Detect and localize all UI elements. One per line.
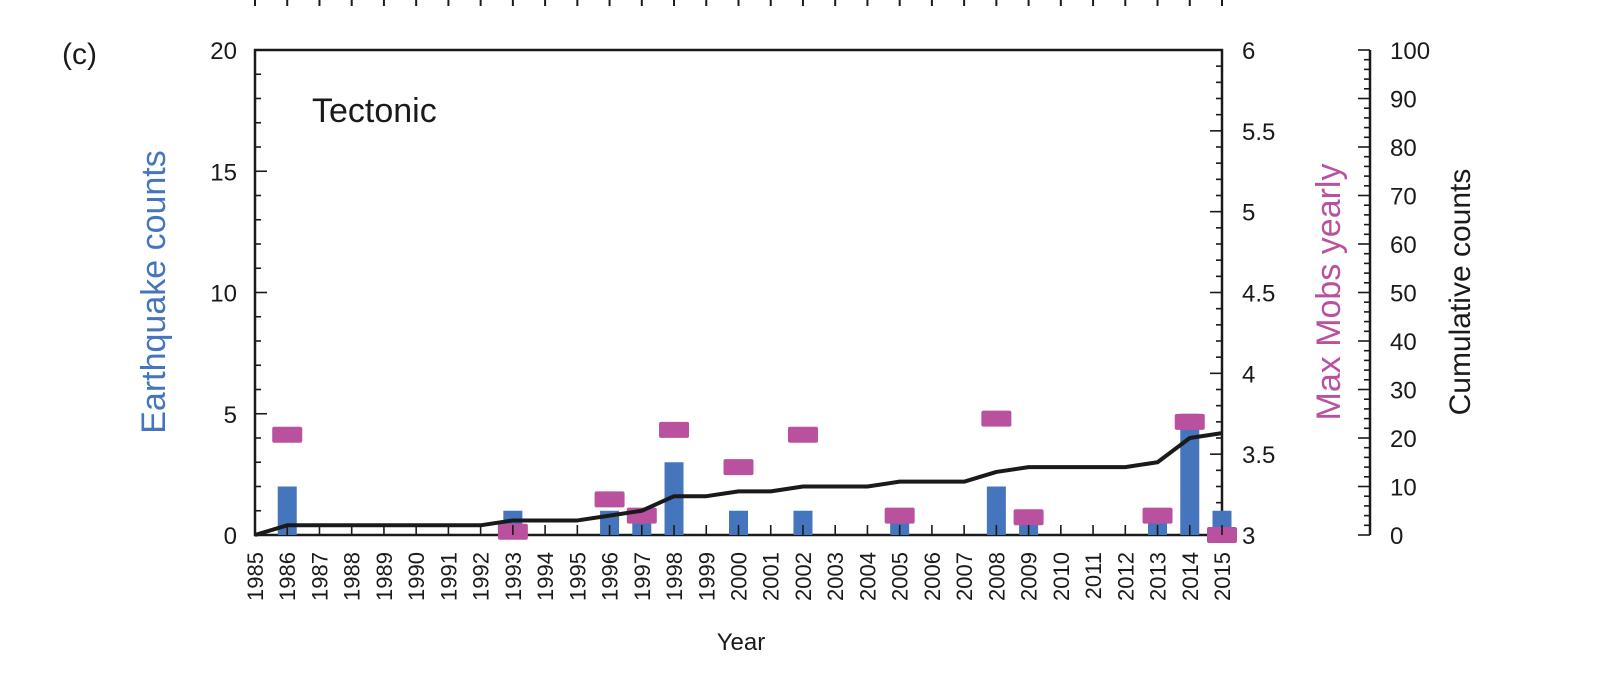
x-tick-label: 1988: [340, 552, 365, 601]
x-tick-label: 2005: [888, 552, 913, 601]
y-right-tick-label: 10: [1390, 475, 1417, 502]
earthquake-count-bar: [729, 510, 748, 535]
x-tick-label: 2004: [855, 552, 880, 601]
y-right-tick-label: 60: [1390, 232, 1417, 259]
max-mobs-marker: [1013, 509, 1044, 526]
y-mid-tick-label: 3: [1242, 523, 1255, 550]
x-tick-label: 1997: [630, 552, 655, 601]
y-left-tick-label: 10: [210, 281, 237, 308]
x-tick-label: 2000: [727, 552, 752, 601]
x-tick-label: 1991: [436, 552, 461, 601]
y-mid-tick-label: 4: [1242, 361, 1255, 388]
x-tick-label: 2011: [1081, 552, 1106, 599]
x-tick-label: 1993: [501, 552, 526, 601]
y-right-axis-label: Cumulative counts: [1444, 169, 1477, 416]
earthquake-count-bar: [1180, 413, 1200, 535]
max-mobs-marker: [884, 507, 915, 524]
x-tick-label: 1986: [275, 552, 300, 601]
max-mobs-marker: [594, 491, 625, 508]
earthquake-count-bars: [277, 413, 1232, 535]
x-tick-label: 2015: [1210, 552, 1235, 601]
max-mobs-marker: [272, 426, 303, 443]
x-tick-label: 2001: [759, 552, 784, 601]
y-right-tick-label: 80: [1390, 135, 1417, 162]
x-tick-label: 1990: [404, 552, 429, 601]
max-mobs-marker: [787, 426, 818, 443]
x-tick-label: 2010: [1049, 552, 1074, 601]
y-mid-tick-label: 6: [1242, 38, 1255, 65]
y-left-axis-label: Earthquake counts: [135, 150, 173, 434]
x-tick-label: 2006: [920, 552, 945, 601]
x-tick-label: 1999: [694, 552, 719, 601]
x-tick-label: 1996: [598, 552, 623, 601]
x-axis-label: Year: [717, 629, 766, 656]
y-right-tick-label: 30: [1390, 378, 1417, 405]
x-axis: 1985 1986 1987 1988 1989 1990 1991 1992 1993 1994…: [243, 525, 1235, 601]
y-mid-tick-label: 4.5: [1242, 281, 1275, 308]
cumulative-axis: 0 10 20 30 40 50 60 70 80 90 100: [1358, 38, 1430, 550]
y-right-tick-label: 20: [1390, 426, 1417, 453]
x-tick-label: 2003: [823, 552, 848, 601]
x-tick-label: 2013: [1146, 552, 1171, 601]
y-right-tick-label: 50: [1390, 281, 1417, 308]
x-tick-label: 1992: [469, 552, 494, 601]
x-tick-label: 2012: [1113, 552, 1138, 601]
max-mobs-markers: [272, 410, 1237, 543]
x-tick-label: 1987: [307, 552, 332, 601]
x-tick-label: 1985: [243, 552, 268, 601]
x-tick-label: 2008: [984, 552, 1009, 601]
max-mobs-marker: [723, 459, 754, 476]
x-tick-label: 1998: [662, 552, 687, 601]
x-tick-label: 2002: [791, 552, 816, 601]
y-right-tick-label: 0: [1390, 523, 1403, 550]
y-right-tick-label: 70: [1390, 184, 1417, 211]
x-tick-label: 2009: [1017, 552, 1042, 601]
y-left-tick-label: 5: [224, 402, 237, 429]
max-mobs-marker: [981, 410, 1012, 427]
earthquake-count-bar: [986, 486, 1006, 535]
y-mid-tick-label: 5: [1242, 200, 1255, 227]
y-right-tick-label: 100: [1390, 38, 1430, 65]
max-mobs-axis: 3 3.5 4 4.5 5 5.5 6: [1210, 38, 1275, 550]
x-tick-label: 2014: [1178, 552, 1203, 601]
y-right-tick-label: 40: [1390, 329, 1417, 356]
panel-label: (c): [62, 38, 97, 71]
top-axis-ticks: [254, 0, 1223, 6]
max-mobs-marker: [1142, 507, 1173, 524]
earthquake-count-bar: [277, 486, 297, 535]
x-tick-label: 2007: [952, 552, 977, 601]
y-left-tick-label: 15: [210, 159, 237, 186]
y-right-tick-label: 90: [1390, 87, 1417, 114]
x-tick-label: 1989: [372, 552, 397, 601]
x-tick-label: 1995: [565, 552, 590, 601]
earthquake-count-bar: [664, 462, 684, 535]
earthquake-count-bar: [793, 510, 813, 535]
y-mid-tick-label: 3.5: [1242, 442, 1275, 469]
y-mid-axis-label: Max Mobs yearly: [1310, 164, 1348, 421]
max-mobs-marker: [659, 421, 690, 438]
max-mobs-marker: [1174, 413, 1205, 430]
chart-title: Tectonic: [312, 92, 437, 130]
y-mid-tick-label: 5.5: [1242, 119, 1275, 146]
x-tick-label: 1994: [533, 552, 558, 601]
y-left-tick-label: 0: [224, 523, 237, 550]
y-left-tick-label: 20: [210, 38, 237, 65]
